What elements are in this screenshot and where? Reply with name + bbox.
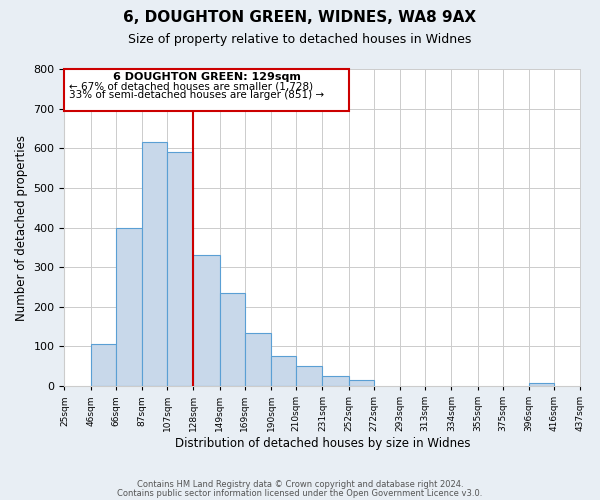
Bar bbox=[322, 376, 349, 386]
Text: Contains public sector information licensed under the Open Government Licence v3: Contains public sector information licen… bbox=[118, 489, 482, 498]
Bar bbox=[245, 332, 271, 386]
Text: 33% of semi-detached houses are larger (851) →: 33% of semi-detached houses are larger (… bbox=[70, 90, 325, 101]
Bar bbox=[529, 383, 554, 386]
Text: Contains HM Land Registry data © Crown copyright and database right 2024.: Contains HM Land Registry data © Crown c… bbox=[137, 480, 463, 489]
Bar bbox=[193, 256, 220, 386]
Text: ← 67% of detached houses are smaller (1,728): ← 67% of detached houses are smaller (1,… bbox=[70, 82, 314, 92]
Bar bbox=[220, 293, 245, 386]
Bar bbox=[116, 228, 142, 386]
FancyBboxPatch shape bbox=[64, 69, 349, 110]
Text: 6 DOUGHTON GREEN: 129sqm: 6 DOUGHTON GREEN: 129sqm bbox=[113, 72, 301, 82]
Bar bbox=[349, 380, 374, 386]
Bar bbox=[91, 344, 116, 386]
Bar bbox=[271, 356, 296, 386]
X-axis label: Distribution of detached houses by size in Widnes: Distribution of detached houses by size … bbox=[175, 437, 470, 450]
Y-axis label: Number of detached properties: Number of detached properties bbox=[15, 134, 28, 320]
Bar bbox=[142, 142, 167, 386]
Text: 6, DOUGHTON GREEN, WIDNES, WA8 9AX: 6, DOUGHTON GREEN, WIDNES, WA8 9AX bbox=[124, 10, 476, 25]
Bar bbox=[167, 152, 193, 386]
Bar bbox=[296, 366, 322, 386]
Text: Size of property relative to detached houses in Widnes: Size of property relative to detached ho… bbox=[128, 32, 472, 46]
